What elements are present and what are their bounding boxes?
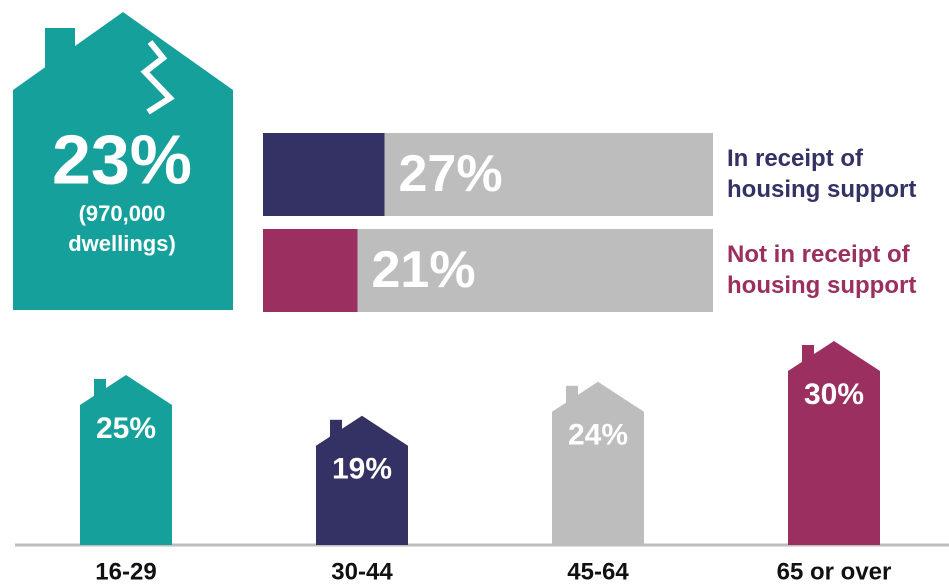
headline-detail: (970,000	[79, 201, 166, 226]
legend-entry: Not in receipt of housing support	[727, 241, 917, 299]
bar	[263, 133, 385, 216]
house-shape	[13, 12, 233, 310]
value-label: 25%	[96, 412, 156, 445]
crack	[140, 40, 175, 115]
house-bar	[316, 415, 408, 545]
x-tick-label: 16-29	[95, 558, 156, 585]
headline-value: 23%	[52, 120, 192, 198]
x-tick-label: 65 or over	[777, 558, 892, 585]
headline-house: 23% (970,000 dwellings)	[13, 12, 233, 310]
legend-entry: In receipt of housing support	[727, 145, 917, 203]
x-tick-label: 45-64	[567, 558, 629, 585]
x-tick-label: 30-44	[331, 558, 393, 585]
house-bar	[788, 341, 880, 545]
house-bar	[552, 381, 644, 545]
headline-detail: dwellings)	[68, 231, 176, 256]
bar	[263, 229, 358, 312]
bar-label: 27%	[399, 145, 503, 203]
bar-label: 21%	[372, 241, 476, 299]
value-label: 24%	[568, 419, 628, 452]
house-bar	[80, 375, 172, 545]
value-label: 19%	[332, 453, 392, 486]
value-label: 30%	[804, 378, 864, 411]
